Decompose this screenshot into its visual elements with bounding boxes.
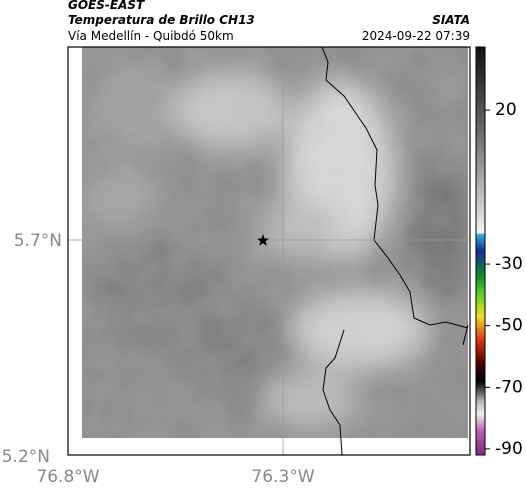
borders bbox=[321, 46, 469, 456]
colorbar-tick-label: 20 bbox=[495, 100, 517, 120]
lat-label: 5.2°N bbox=[2, 447, 50, 467]
map-frame bbox=[67, 46, 471, 456]
graticule bbox=[68, 47, 470, 455]
colorbar-tick-label: -90 bbox=[495, 439, 523, 459]
header-line: GOES-EAST bbox=[68, 0, 145, 12]
colorbar-tick-label: -30 bbox=[495, 254, 523, 274]
source: SIATA bbox=[432, 13, 470, 27]
lon-label: 76.8°W bbox=[36, 467, 99, 487]
satellite-image bbox=[82, 47, 468, 438]
timestamp: 2024-09-22 07:39 bbox=[362, 29, 470, 43]
location-marker bbox=[257, 234, 269, 246]
lat-label: 5.7°N bbox=[14, 231, 62, 251]
colorbar-tick-label: -70 bbox=[495, 377, 523, 397]
lon-label: 76.3°W bbox=[251, 467, 314, 487]
colorbar-tick-label: -50 bbox=[495, 316, 523, 336]
colorbar bbox=[475, 46, 486, 456]
subtitle: Vía Medellín - Quibdó 50km bbox=[68, 29, 234, 43]
title: Temperatura de Brillo CH13 bbox=[68, 13, 255, 27]
colorbar-ticks: 20 -30 -50 -70 -90 bbox=[485, 100, 523, 459]
